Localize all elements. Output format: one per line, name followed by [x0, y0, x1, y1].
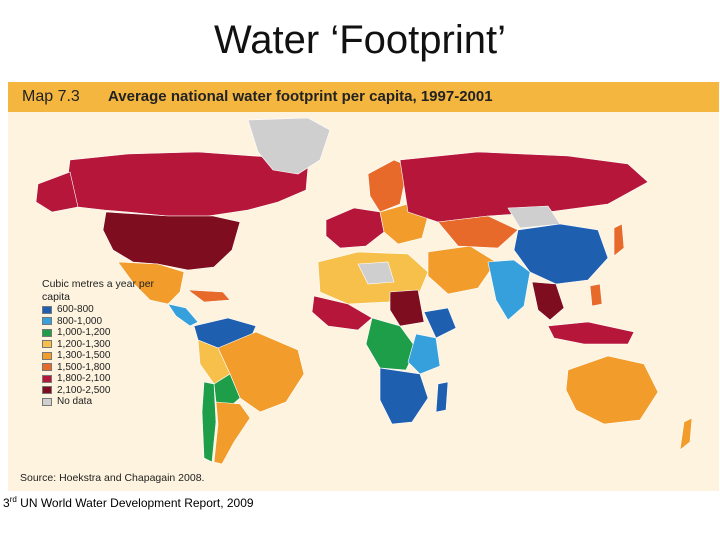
region-mexico: [117, 261, 185, 305]
region-canada: [65, 151, 309, 217]
region-australia: [565, 355, 659, 425]
legend-swatch: [42, 363, 52, 372]
legend-title: Cubic metres a year per capita: [42, 278, 155, 303]
region-sahara-nodata: [357, 261, 395, 285]
legend-swatch: [42, 374, 52, 383]
region-new-zealand: [679, 417, 693, 451]
legend-label: 1,000-1,200: [57, 327, 111, 339]
region-argentina: [213, 401, 251, 465]
legend-label: 1,800-2,100: [57, 373, 111, 385]
legend-swatch: [42, 328, 52, 337]
region-central-asia: [437, 215, 519, 249]
legend-swatch: [42, 397, 52, 406]
slide-footer: 3rd UN World Water Development Report, 2…: [3, 495, 254, 510]
legend-item: 1,500-1,800: [42, 362, 182, 374]
region-chile: [201, 381, 217, 463]
region-india: [487, 259, 531, 321]
region-sudan: [389, 289, 425, 327]
legend-label: 1,500-1,800: [57, 361, 111, 373]
map-number: Map 7.3: [22, 88, 80, 105]
region-southeast-asia: [531, 281, 565, 321]
legend-swatch: [42, 386, 52, 395]
legend-item: 600-800: [42, 304, 182, 316]
world-map: [35, 117, 693, 465]
legend-item: 800-1,000: [42, 316, 182, 328]
region-east-africa: [407, 333, 441, 375]
legend-label: 800-1,000: [57, 315, 103, 327]
slide-title: Water ‘Footprint’: [214, 18, 506, 62]
legend-swatch: [42, 340, 52, 349]
legend-swatch: [42, 351, 52, 360]
region-central-america: [167, 303, 199, 327]
region-caribbean: [187, 289, 231, 303]
legend-swatch: [42, 305, 52, 314]
region-horn-africa: [423, 307, 457, 339]
region-madagascar: [435, 381, 449, 413]
region-central-africa: [365, 317, 417, 371]
region-southern-africa: [379, 367, 429, 425]
region-scandinavia: [367, 159, 409, 213]
legend-item: 1,300-1,500: [42, 350, 182, 362]
map-source: Source: Hoekstra and Chapagain 2008.: [20, 472, 205, 484]
legend-item: 1,800-2,100: [42, 373, 182, 385]
legend-item: 1,000-1,200: [42, 327, 182, 339]
legend-label: 2,100-2,500: [57, 384, 111, 396]
region-japan: [613, 223, 625, 257]
legend-label: 1,200-1,300: [57, 338, 111, 350]
legend-label: 1,300-1,500: [57, 350, 111, 362]
footer-text: UN World Water Development Report, 2009: [16, 496, 254, 510]
region-philippines: [589, 283, 603, 307]
region-alaska: [35, 171, 79, 213]
map-header: Map 7.3 Average national water footprint…: [8, 82, 719, 112]
region-west-africa: [311, 295, 373, 331]
region-western-europe: [325, 207, 385, 249]
footer-superscript: rd: [9, 495, 17, 504]
legend-rows: 600-800 800-1,000 1,000-1,200 1,200-1,300 1,…: [42, 304, 182, 408]
legend-item: No data: [42, 396, 182, 408]
region-china: [513, 223, 609, 285]
legend-label: No data: [57, 396, 93, 408]
region-greenland: [247, 117, 331, 175]
region-usa: [102, 211, 241, 271]
region-middle-east: [427, 245, 497, 295]
map-legend: Cubic metres a year per capita 600-800 80…: [42, 278, 182, 408]
legend-item: 2,100-2,500: [42, 385, 182, 397]
footer-ordinal: 3: [3, 496, 10, 510]
region-indonesia: [547, 321, 635, 345]
legend-swatch: [42, 317, 52, 326]
map-title: Average national water footprint per cap…: [108, 88, 493, 105]
map-panel: Map 7.3 Average national water footprint…: [8, 82, 719, 491]
legend-label: 600-800: [57, 304, 94, 316]
region-russia: [399, 151, 649, 223]
legend-item: 1,200-1,300: [42, 339, 182, 351]
